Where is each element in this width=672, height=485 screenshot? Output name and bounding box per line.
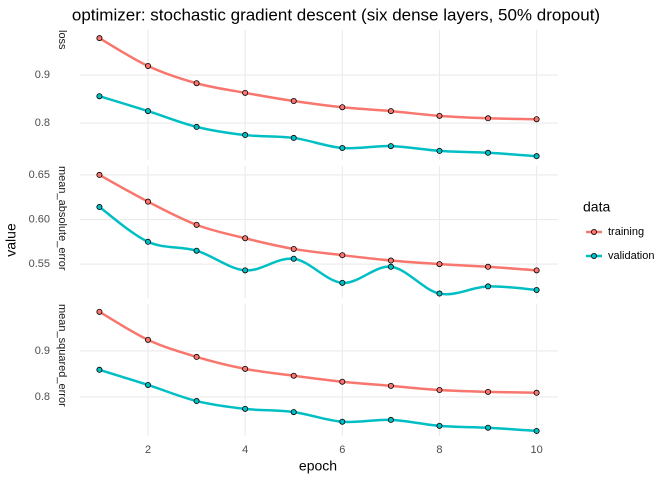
data-point <box>290 409 297 416</box>
data-point <box>339 418 346 425</box>
data-point <box>533 286 540 293</box>
data-point <box>193 247 200 254</box>
data-point <box>96 204 103 211</box>
x-tick-label: 4 <box>242 444 248 456</box>
y-tick-label: 0.9 <box>35 345 50 357</box>
data-point <box>387 382 394 389</box>
data-point <box>145 238 152 245</box>
data-point <box>485 263 492 270</box>
data-point <box>96 35 103 42</box>
facet-label: mean_absolute_error <box>56 166 68 271</box>
x-axis-label: epoch <box>299 458 337 474</box>
data-point <box>387 263 394 270</box>
data-point <box>387 143 394 150</box>
series-line <box>98 173 537 272</box>
data-point <box>193 353 200 360</box>
data-point <box>290 134 297 141</box>
data-point <box>96 171 103 178</box>
data-point <box>387 416 394 423</box>
facet-label: mean_squared_error <box>56 304 68 407</box>
data-point <box>145 62 152 69</box>
chart-title: optimizer: stochastic gradient descent (… <box>72 5 600 24</box>
data-point <box>96 366 103 373</box>
data-point <box>485 424 492 431</box>
y-tick-label: 0.9 <box>35 69 50 81</box>
data-point <box>290 245 297 252</box>
data-point <box>242 132 249 139</box>
data-point <box>533 153 540 160</box>
data-point <box>242 89 249 96</box>
data-point <box>290 372 297 379</box>
data-point <box>193 80 200 87</box>
data-point <box>193 221 200 228</box>
data-point <box>436 422 443 429</box>
data-point <box>242 235 249 242</box>
data-point <box>533 389 540 396</box>
data-point <box>339 104 346 111</box>
data-point <box>242 405 249 412</box>
series-line <box>99 368 537 433</box>
data-point <box>436 387 443 394</box>
data-point <box>387 257 394 264</box>
legend-label: training <box>608 226 644 238</box>
data-point <box>485 388 492 395</box>
series-line <box>98 37 537 121</box>
x-tick-label: 2 <box>145 444 151 456</box>
data-point <box>242 267 249 274</box>
data-point <box>436 261 443 268</box>
x-tick-label: 6 <box>339 444 345 456</box>
x-tick-label: 10 <box>531 444 543 456</box>
legend-key <box>591 228 598 235</box>
data-point <box>533 427 540 434</box>
legend-title: data <box>583 199 610 215</box>
data-point <box>96 93 103 100</box>
data-point <box>145 108 152 115</box>
x-tick-label: 8 <box>436 444 442 456</box>
series-line <box>98 206 537 296</box>
series-line <box>99 95 537 158</box>
data-point <box>339 145 346 152</box>
data-point <box>485 115 492 122</box>
data-point <box>242 365 249 372</box>
data-point <box>145 381 152 388</box>
y-tick-label: 0.8 <box>35 117 50 129</box>
y-axis-label: value <box>3 223 19 257</box>
data-point <box>485 283 492 290</box>
data-point <box>193 398 200 405</box>
data-point <box>436 290 443 297</box>
legend-label: validation <box>608 250 654 262</box>
data-point <box>145 198 152 205</box>
data-point <box>145 336 152 343</box>
data-point <box>193 123 200 130</box>
data-point <box>290 255 297 262</box>
data-point <box>533 116 540 123</box>
data-point <box>339 252 346 259</box>
y-tick-label: 0.65 <box>29 169 50 181</box>
data-point <box>485 149 492 156</box>
data-point <box>96 308 103 315</box>
data-point <box>533 267 540 274</box>
data-point <box>339 378 346 385</box>
y-tick-label: 0.55 <box>29 258 50 270</box>
data-point <box>387 108 394 115</box>
data-point <box>436 147 443 154</box>
facet-label: loss <box>56 30 68 50</box>
y-tick-label: 0.60 <box>29 213 50 225</box>
data-point <box>339 279 346 286</box>
data-point <box>436 112 443 119</box>
y-tick-label: 0.8 <box>35 391 50 403</box>
series-line <box>98 310 537 395</box>
data-point <box>290 97 297 104</box>
legend-key <box>591 252 598 259</box>
